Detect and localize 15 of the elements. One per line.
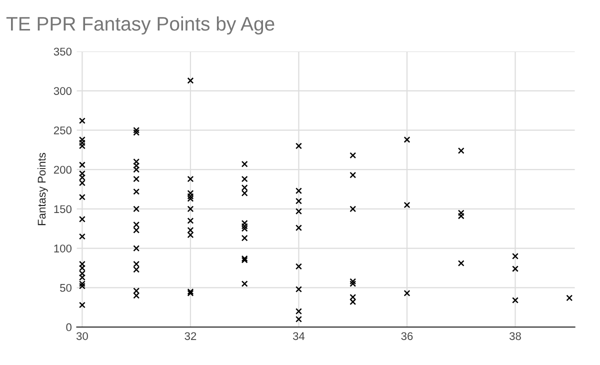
y-tick-label: 300 — [54, 87, 72, 95]
x-tick-label: 32 — [184, 332, 196, 340]
y-tick-label: 350 — [54, 48, 72, 56]
x-tick-label: 38 — [510, 332, 521, 340]
y-tick-label: 100 — [54, 244, 72, 252]
x-tick-label: 34 — [292, 332, 305, 340]
y-tick-label: 50 — [60, 284, 72, 292]
y-axis-title: Fantasy Points — [37, 152, 48, 226]
x-tick-label: 30 — [76, 332, 88, 340]
chart-title: TE PPR Fantasy Points by Age — [6, 16, 274, 35]
y-tick-label: 250 — [54, 126, 72, 134]
y-tick-label: 150 — [54, 205, 72, 214]
y-tick-label: 200 — [54, 166, 72, 174]
x-tick-label: 36 — [401, 332, 413, 340]
y-tick-label: 0 — [66, 323, 72, 332]
